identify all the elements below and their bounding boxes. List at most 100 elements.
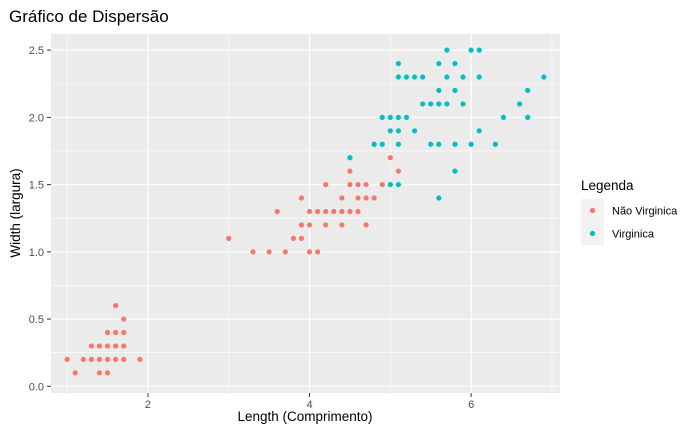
data-point	[355, 195, 361, 201]
legend-key-point	[589, 230, 596, 237]
data-point	[395, 74, 402, 80]
data-point	[468, 141, 474, 147]
data-point	[306, 222, 313, 228]
data-point	[476, 47, 482, 53]
minor-gridlines	[51, 34, 560, 393]
data-point	[96, 356, 103, 362]
data-point	[436, 141, 442, 147]
data-point	[88, 356, 94, 362]
y-tick-label: 1.5	[29, 180, 44, 192]
data-point	[541, 74, 547, 80]
data-point	[444, 47, 450, 53]
data-point	[323, 208, 329, 215]
legend-items: Não Virginica Virginica	[581, 199, 678, 245]
data-point	[121, 356, 127, 362]
major-gridlines	[51, 34, 560, 393]
data-point	[347, 155, 353, 161]
data-point	[387, 114, 393, 120]
data-point	[452, 60, 458, 67]
y-tick-label: 2.5	[29, 45, 44, 57]
x-tick-label: 6	[468, 399, 474, 411]
data-point	[387, 181, 393, 188]
data-point	[72, 370, 78, 376]
data-point	[298, 222, 305, 228]
data-point	[315, 208, 321, 215]
data-point	[339, 195, 345, 201]
y-tick-label: 2.0	[29, 112, 44, 124]
data-point	[121, 316, 127, 322]
data-point	[290, 235, 296, 241]
data-point	[323, 222, 329, 228]
data-point	[420, 101, 426, 107]
x-tick-label: 2	[145, 399, 151, 411]
data-point	[395, 141, 402, 147]
data-point	[395, 114, 402, 120]
data-point	[363, 222, 369, 228]
data-point	[436, 60, 442, 67]
data-point	[306, 249, 313, 255]
data-point	[420, 74, 426, 80]
data-point	[298, 195, 305, 201]
y-tick-label: 0.5	[29, 314, 44, 326]
data-point	[379, 181, 385, 188]
legend-label: Virginica	[612, 229, 655, 241]
data-point	[331, 208, 337, 215]
data-point	[460, 74, 466, 80]
data-point	[113, 329, 119, 336]
data-point	[347, 168, 353, 174]
data-point	[428, 141, 434, 147]
data-point	[274, 208, 280, 215]
data-point	[121, 329, 127, 336]
chart-title: Gráfico de Dispersão	[9, 7, 169, 26]
data-point	[428, 101, 434, 107]
data-point	[395, 60, 402, 67]
data-point	[137, 356, 143, 362]
data-point	[339, 208, 345, 215]
data-point	[113, 303, 119, 309]
plot-panel	[51, 34, 560, 393]
data-point	[104, 329, 111, 336]
data-point	[88, 343, 94, 349]
data-point	[282, 249, 288, 255]
data-point	[436, 195, 442, 201]
data-point	[104, 343, 111, 349]
data-point	[250, 249, 256, 255]
legend-title: Legenda	[581, 178, 634, 193]
data-point	[525, 114, 531, 120]
data-point	[104, 370, 111, 376]
data-point	[411, 128, 418, 134]
data-point	[444, 74, 450, 80]
legend-label: Não Virginica	[612, 206, 678, 218]
data-point	[460, 101, 466, 107]
data-point	[306, 208, 313, 215]
data-point	[347, 208, 353, 215]
data-point	[444, 101, 450, 107]
data-point	[468, 47, 474, 53]
x-tick-label: 4	[306, 399, 312, 411]
data-point	[517, 101, 523, 107]
series-virginica	[347, 47, 547, 201]
data-point	[363, 181, 369, 188]
data-point	[452, 168, 458, 174]
data-point	[363, 195, 369, 201]
data-point	[64, 356, 70, 362]
data-point	[379, 114, 385, 120]
data-point	[121, 343, 127, 349]
data-point	[395, 168, 402, 174]
data-point	[436, 87, 442, 94]
data-point	[371, 195, 377, 201]
data-point	[403, 114, 410, 120]
data-point	[525, 87, 531, 94]
legend: Legenda Não Virginica Virginica	[581, 178, 678, 245]
data-point	[96, 370, 103, 376]
x-axis-ticks: 2 4 6	[145, 393, 474, 411]
data-point	[266, 249, 272, 255]
y-tick-label: 1.0	[29, 247, 44, 259]
data-point	[395, 181, 402, 188]
data-point	[355, 208, 361, 215]
data-point	[452, 87, 458, 94]
data-point	[476, 74, 482, 80]
data-point	[298, 235, 305, 241]
data-point	[113, 343, 119, 349]
